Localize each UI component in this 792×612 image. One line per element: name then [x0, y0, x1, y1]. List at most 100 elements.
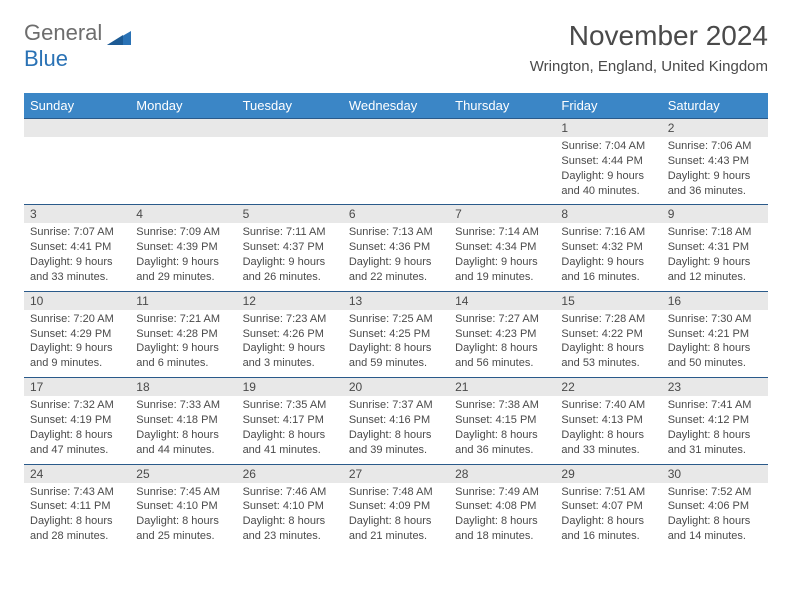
day-detail-cell: Sunrise: 7:30 AMSunset: 4:21 PMDaylight:…	[662, 310, 768, 378]
daylight-line: Daylight: 9 hours and 19 minutes.	[455, 255, 549, 285]
day-number-cell: 16	[662, 291, 768, 310]
day-number-cell: 21	[449, 378, 555, 397]
sunset-line: Sunset: 4:09 PM	[349, 499, 443, 514]
day-number-cell: 28	[449, 464, 555, 483]
day-number-cell	[237, 119, 343, 138]
sunset-line: Sunset: 4:31 PM	[668, 240, 762, 255]
day-number-cell: 23	[662, 378, 768, 397]
sunrise-line: Sunrise: 7:20 AM	[30, 312, 124, 327]
daylight-line: Daylight: 8 hours and 56 minutes.	[455, 341, 549, 371]
calendar-table: SundayMondayTuesdayWednesdayThursdayFrid…	[24, 93, 768, 550]
day-header: Friday	[555, 93, 661, 119]
day-number-cell	[449, 119, 555, 138]
daylight-line: Daylight: 8 hours and 18 minutes.	[455, 514, 549, 544]
sunrise-line: Sunrise: 7:09 AM	[136, 225, 230, 240]
sunset-line: Sunset: 4:18 PM	[136, 413, 230, 428]
sunrise-line: Sunrise: 7:35 AM	[243, 398, 337, 413]
day-detail-cell: Sunrise: 7:28 AMSunset: 4:22 PMDaylight:…	[555, 310, 661, 378]
day-detail-cell: Sunrise: 7:33 AMSunset: 4:18 PMDaylight:…	[130, 396, 236, 464]
sunrise-line: Sunrise: 7:04 AM	[561, 139, 655, 154]
daylight-line: Daylight: 9 hours and 12 minutes.	[668, 255, 762, 285]
day-detail-cell	[237, 137, 343, 205]
detail-row: Sunrise: 7:20 AMSunset: 4:29 PMDaylight:…	[24, 310, 768, 378]
sunrise-line: Sunrise: 7:11 AM	[243, 225, 337, 240]
day-detail-cell: Sunrise: 7:27 AMSunset: 4:23 PMDaylight:…	[449, 310, 555, 378]
day-number-cell: 8	[555, 205, 661, 224]
day-number-cell: 4	[130, 205, 236, 224]
day-detail-cell	[24, 137, 130, 205]
sunrise-line: Sunrise: 7:25 AM	[349, 312, 443, 327]
daylight-line: Daylight: 8 hours and 23 minutes.	[243, 514, 337, 544]
day-number-cell	[130, 119, 236, 138]
day-detail-cell: Sunrise: 7:23 AMSunset: 4:26 PMDaylight:…	[237, 310, 343, 378]
sunset-line: Sunset: 4:36 PM	[349, 240, 443, 255]
sunset-line: Sunset: 4:08 PM	[455, 499, 549, 514]
day-number-cell: 25	[130, 464, 236, 483]
sunset-line: Sunset: 4:34 PM	[455, 240, 549, 255]
sunset-line: Sunset: 4:10 PM	[243, 499, 337, 514]
daylight-line: Daylight: 9 hours and 22 minutes.	[349, 255, 443, 285]
daylight-line: Daylight: 9 hours and 40 minutes.	[561, 169, 655, 199]
daylight-line: Daylight: 8 hours and 28 minutes.	[30, 514, 124, 544]
sunset-line: Sunset: 4:32 PM	[561, 240, 655, 255]
sunrise-line: Sunrise: 7:30 AM	[668, 312, 762, 327]
daylight-line: Daylight: 9 hours and 16 minutes.	[561, 255, 655, 285]
day-detail-cell: Sunrise: 7:40 AMSunset: 4:13 PMDaylight:…	[555, 396, 661, 464]
day-number-cell	[24, 119, 130, 138]
sunset-line: Sunset: 4:23 PM	[455, 327, 549, 342]
day-header: Thursday	[449, 93, 555, 119]
day-detail-cell: Sunrise: 7:09 AMSunset: 4:39 PMDaylight:…	[130, 223, 236, 291]
day-number-cell: 12	[237, 291, 343, 310]
day-detail-cell: Sunrise: 7:04 AMSunset: 4:44 PMDaylight:…	[555, 137, 661, 205]
sunrise-line: Sunrise: 7:07 AM	[30, 225, 124, 240]
logo-triangle-icon	[107, 29, 135, 52]
sunrise-line: Sunrise: 7:16 AM	[561, 225, 655, 240]
daylight-line: Daylight: 8 hours and 31 minutes.	[668, 428, 762, 458]
sunset-line: Sunset: 4:41 PM	[30, 240, 124, 255]
day-detail-cell	[343, 137, 449, 205]
day-detail-cell: Sunrise: 7:16 AMSunset: 4:32 PMDaylight:…	[555, 223, 661, 291]
sunset-line: Sunset: 4:11 PM	[30, 499, 124, 514]
day-number-cell: 19	[237, 378, 343, 397]
daylight-line: Daylight: 8 hours and 39 minutes.	[349, 428, 443, 458]
day-detail-cell: Sunrise: 7:20 AMSunset: 4:29 PMDaylight:…	[24, 310, 130, 378]
day-detail-cell: Sunrise: 7:38 AMSunset: 4:15 PMDaylight:…	[449, 396, 555, 464]
day-detail-cell: Sunrise: 7:43 AMSunset: 4:11 PMDaylight:…	[24, 483, 130, 550]
day-header-row: SundayMondayTuesdayWednesdayThursdayFrid…	[24, 93, 768, 119]
daylight-line: Daylight: 9 hours and 29 minutes.	[136, 255, 230, 285]
day-number-cell: 14	[449, 291, 555, 310]
day-number-cell: 26	[237, 464, 343, 483]
day-detail-cell: Sunrise: 7:52 AMSunset: 4:06 PMDaylight:…	[662, 483, 768, 550]
daylight-line: Daylight: 9 hours and 33 minutes.	[30, 255, 124, 285]
day-header: Wednesday	[343, 93, 449, 119]
daylight-line: Daylight: 8 hours and 47 minutes.	[30, 428, 124, 458]
sunrise-line: Sunrise: 7:32 AM	[30, 398, 124, 413]
detail-row: Sunrise: 7:43 AMSunset: 4:11 PMDaylight:…	[24, 483, 768, 550]
daylight-line: Daylight: 9 hours and 26 minutes.	[243, 255, 337, 285]
logo-word1: General	[24, 20, 102, 45]
sunrise-line: Sunrise: 7:18 AM	[668, 225, 762, 240]
detail-row: Sunrise: 7:07 AMSunset: 4:41 PMDaylight:…	[24, 223, 768, 291]
sunrise-line: Sunrise: 7:14 AM	[455, 225, 549, 240]
day-number-cell: 7	[449, 205, 555, 224]
logo: General Blue	[24, 20, 135, 72]
day-detail-cell: Sunrise: 7:06 AMSunset: 4:43 PMDaylight:…	[662, 137, 768, 205]
day-number-cell: 27	[343, 464, 449, 483]
daylight-line: Daylight: 8 hours and 36 minutes.	[455, 428, 549, 458]
day-number-cell: 29	[555, 464, 661, 483]
day-detail-cell: Sunrise: 7:41 AMSunset: 4:12 PMDaylight:…	[662, 396, 768, 464]
sunset-line: Sunset: 4:12 PM	[668, 413, 762, 428]
sunrise-line: Sunrise: 7:21 AM	[136, 312, 230, 327]
logo-word2: Blue	[24, 46, 68, 71]
sunrise-line: Sunrise: 7:28 AM	[561, 312, 655, 327]
sunset-line: Sunset: 4:25 PM	[349, 327, 443, 342]
day-number-cell: 11	[130, 291, 236, 310]
daylight-line: Daylight: 8 hours and 14 minutes.	[668, 514, 762, 544]
sunrise-line: Sunrise: 7:41 AM	[668, 398, 762, 413]
day-detail-cell: Sunrise: 7:45 AMSunset: 4:10 PMDaylight:…	[130, 483, 236, 550]
daynum-row: 17181920212223	[24, 378, 768, 397]
daylight-line: Daylight: 8 hours and 50 minutes.	[668, 341, 762, 371]
sunset-line: Sunset: 4:43 PM	[668, 154, 762, 169]
sunrise-line: Sunrise: 7:45 AM	[136, 485, 230, 500]
month-title: November 2024	[530, 20, 768, 52]
